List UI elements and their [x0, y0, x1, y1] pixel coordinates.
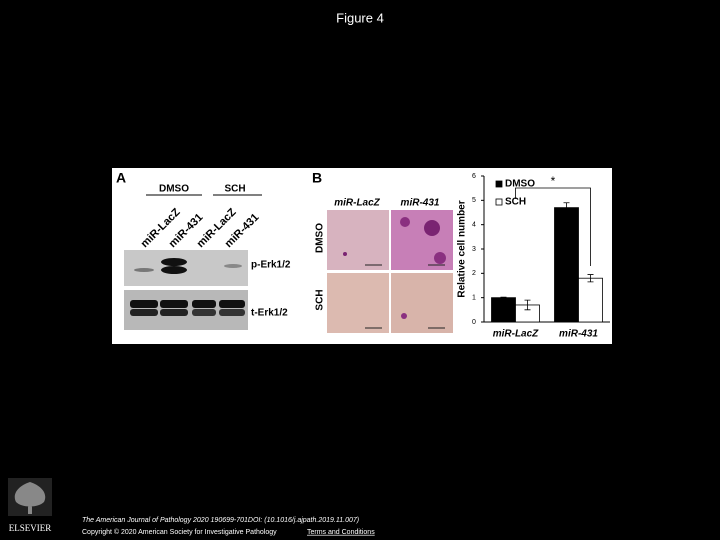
- blot-band: [134, 268, 154, 272]
- y-tick-label: 4: [472, 222, 476, 229]
- y-tick-label: 0: [472, 319, 476, 326]
- slide-title: Figure 4: [336, 10, 384, 25]
- bar: [578, 277, 603, 323]
- significance-bracket: [515, 187, 591, 266]
- column-label: miR-431: [401, 198, 440, 209]
- y-tick-label: 6: [472, 173, 476, 180]
- micrograph-cell: [424, 220, 440, 236]
- terms-link[interactable]: Terms and Conditions: [307, 529, 375, 536]
- logo-text: ELSEVIER: [9, 523, 52, 533]
- y-axis-label: Relative cell number: [457, 200, 468, 297]
- legend-swatch: [495, 198, 503, 206]
- error-bar: [587, 274, 594, 283]
- y-tick-label: 1: [472, 295, 476, 302]
- blot-band: [160, 300, 188, 308]
- micrograph-cell: [400, 217, 410, 227]
- row-label: DMSO: [315, 223, 326, 253]
- citation: The American Journal of Pathology 2020 1…: [82, 517, 359, 524]
- group-label: DMSO: [159, 184, 189, 195]
- panel-letter: B: [312, 170, 322, 186]
- band-label: t-Erk1/2: [251, 308, 288, 319]
- micrograph: [327, 273, 389, 333]
- blot-image: [124, 250, 248, 286]
- group-label: SCH: [224, 184, 245, 195]
- y-tick-label: 3: [472, 246, 476, 253]
- blot-band: [219, 309, 245, 316]
- x-tick-label: miR-431: [559, 329, 598, 340]
- micrograph-cell: [401, 313, 407, 319]
- error-bar: [563, 202, 570, 213]
- blot-band: [130, 309, 158, 316]
- x-tick-label: miR-LacZ: [493, 329, 539, 340]
- panel-letter: A: [116, 170, 126, 186]
- legend-label: DMSO: [505, 179, 535, 190]
- significance-mark: *: [551, 174, 556, 188]
- micrograph: [391, 273, 453, 333]
- blot-band: [130, 300, 158, 308]
- bar: [491, 297, 516, 323]
- micrograph: [327, 210, 389, 270]
- y-tick-label: 2: [472, 270, 476, 277]
- bar-chart: 0 1 2 3 4 5 6 Relative cell number miR-LacZ miR-4…: [457, 173, 610, 340]
- legend-swatch: [495, 180, 503, 188]
- blot-band: [224, 264, 242, 268]
- blot-band: [161, 266, 187, 274]
- legend-label: SCH: [505, 197, 526, 208]
- column-label: miR-LacZ: [334, 198, 380, 209]
- y-tick-label: 5: [472, 197, 476, 204]
- copyright: Copyright © 2020 American Society for In…: [82, 528, 277, 536]
- blot-band: [219, 300, 245, 308]
- error-bar: [524, 299, 531, 311]
- error-bar: [500, 296, 507, 299]
- bar: [554, 207, 579, 323]
- blot-band: [192, 300, 216, 308]
- blot-band: [192, 309, 216, 316]
- logo-tree: [14, 482, 46, 514]
- micrograph-cell: [434, 252, 446, 264]
- row-label: SCH: [315, 289, 326, 310]
- band-label: p-Erk1/2: [251, 260, 291, 271]
- blot-band: [160, 309, 188, 316]
- micrograph-cell: [343, 252, 347, 256]
- blot-band: [161, 258, 187, 266]
